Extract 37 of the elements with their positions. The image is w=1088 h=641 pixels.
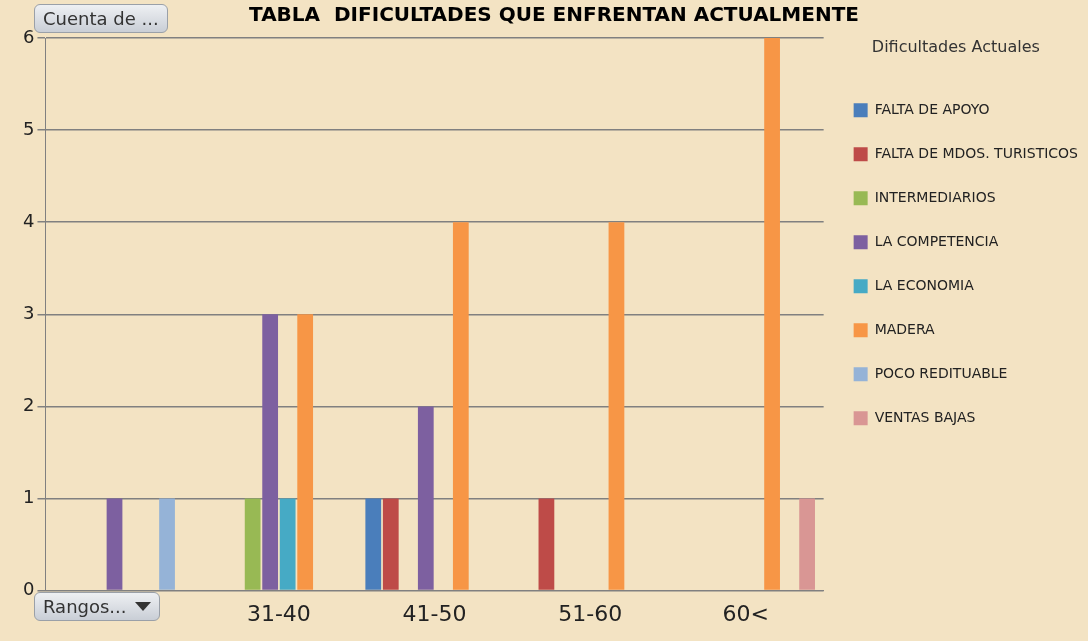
y-tick-label: 6 bbox=[23, 25, 35, 47]
bar bbox=[799, 498, 815, 590]
legend-label: VENTAS BAJAS bbox=[874, 408, 976, 425]
x-tick-label: 31-40 bbox=[246, 600, 311, 626]
x-tick-label: 41-50 bbox=[402, 600, 467, 626]
x-tick-label: 51-60 bbox=[558, 600, 623, 626]
legend-label: LA COMPETENCIA bbox=[874, 232, 999, 249]
y-tick-label: 0 bbox=[23, 578, 35, 600]
legend-label: MADERA bbox=[874, 320, 936, 337]
x-tick-label: 60< bbox=[722, 600, 770, 626]
y-axis-title: Cuenta de ... bbox=[43, 8, 159, 29]
bar bbox=[262, 314, 279, 590]
x-axis-title: Rangos... bbox=[43, 596, 127, 617]
legend-label: POCO REDITUABLE bbox=[874, 364, 1008, 381]
chart-title: TABLA DIFICULTADES QUE ENFRENTAN ACTUALMENTE bbox=[249, 2, 859, 27]
bar bbox=[106, 498, 123, 590]
y-tick-label: 4 bbox=[23, 209, 35, 231]
bar bbox=[608, 222, 625, 590]
bar bbox=[244, 498, 261, 590]
y-tick-label: 3 bbox=[23, 301, 35, 323]
y-tick-label: 5 bbox=[23, 117, 35, 139]
legend-label: FALTA DE MDOS. TURISTICOS bbox=[874, 144, 1079, 161]
y-tick-label: 1 bbox=[23, 486, 35, 508]
legend-title: Dificultades Actuales bbox=[871, 37, 1040, 57]
bar bbox=[279, 498, 296, 590]
bar bbox=[764, 38, 780, 590]
bar bbox=[382, 498, 399, 590]
bar bbox=[538, 498, 555, 590]
bar bbox=[452, 222, 469, 590]
legend-label: FALTA DE APOYO bbox=[874, 100, 990, 117]
legend-label: INTERMEDIARIOS bbox=[874, 188, 996, 205]
legend-label: LA ECONOMIA bbox=[874, 276, 975, 293]
bar bbox=[159, 498, 175, 590]
bar bbox=[365, 498, 382, 590]
y-tick-label: 2 bbox=[23, 394, 35, 416]
bar bbox=[297, 314, 314, 590]
bar bbox=[417, 406, 434, 590]
